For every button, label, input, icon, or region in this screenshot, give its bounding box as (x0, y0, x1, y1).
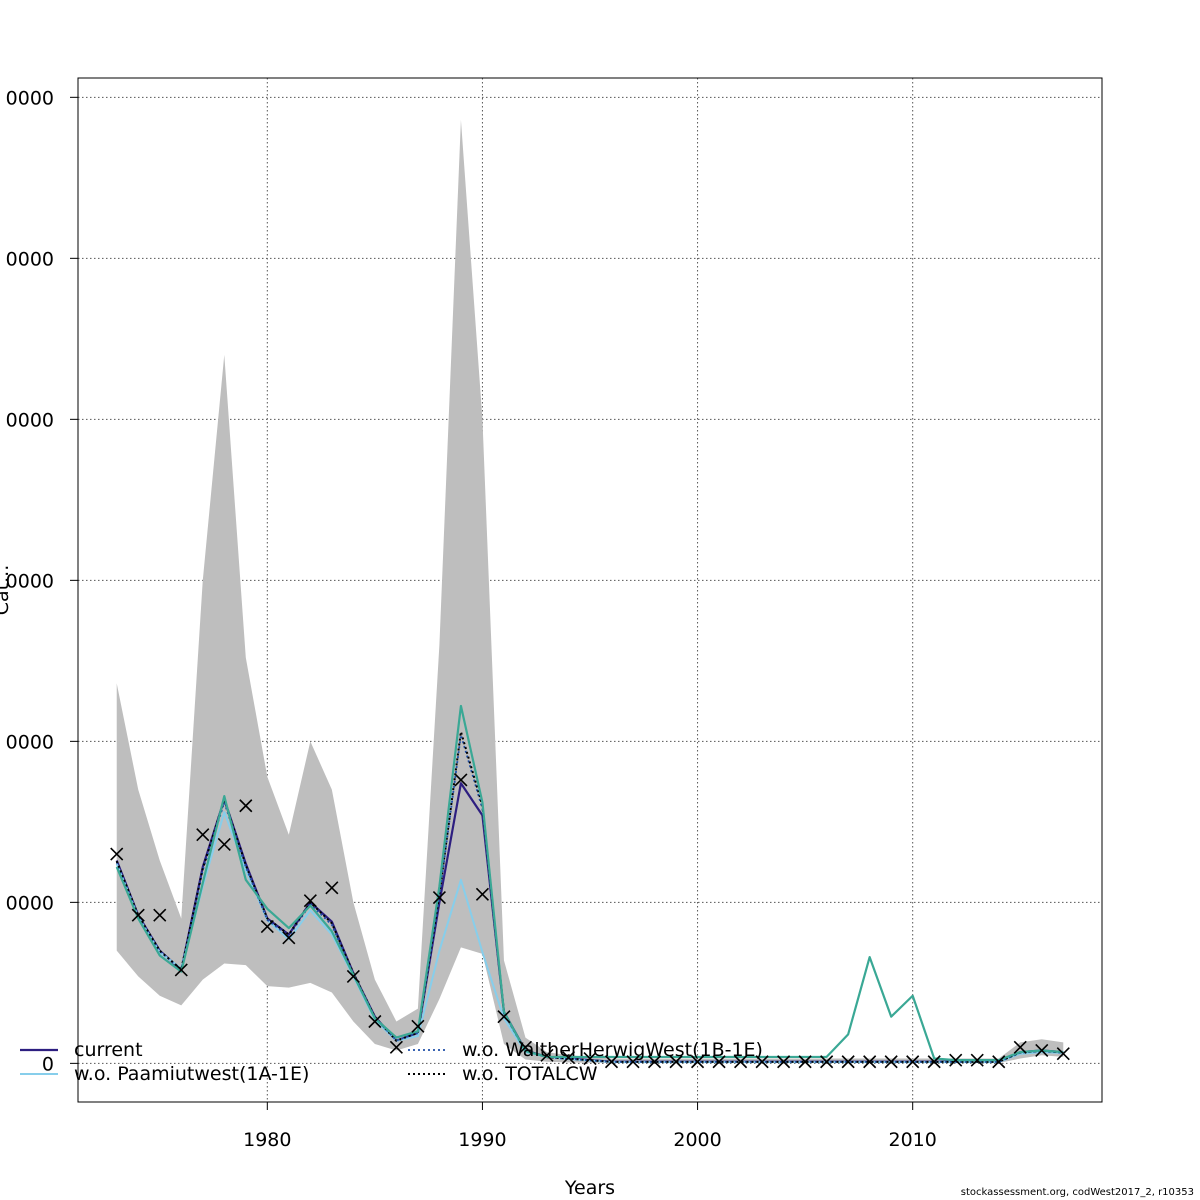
y-tick-label: 0000 (6, 731, 54, 753)
observed-point (196, 828, 210, 842)
observed-point (432, 890, 446, 905)
observed-point (949, 1053, 963, 1067)
x-axis-label: Years (564, 1177, 615, 1199)
observed-point (970, 1053, 984, 1067)
observed-point (282, 931, 296, 945)
observed-point (669, 1055, 683, 1069)
legend-label-current: current (74, 1039, 143, 1061)
observed-point (454, 773, 468, 787)
observed-point (604, 1055, 619, 1069)
observed-point (239, 799, 253, 813)
observed-point (518, 1040, 533, 1054)
confidence-band (116, 119, 1064, 1064)
axes: 1980 1990 2000 2010000000000000000000000000… (6, 77, 1103, 1151)
observed-point (174, 963, 188, 977)
observed-point (325, 881, 339, 895)
observed-point (863, 1055, 877, 1069)
observed-point (712, 1055, 726, 1069)
x-tick-label: 2010 (889, 1129, 937, 1151)
series-line-walther (115, 734, 1064, 1063)
y-tick-label: 0 (42, 1053, 54, 1075)
observed-point (884, 1055, 898, 1069)
observed-point (647, 1055, 662, 1069)
series-line-retro (115, 704, 1064, 1062)
y-axis-label: Cat... (0, 565, 13, 615)
y-tick-label: 0000 (6, 892, 54, 914)
credit-text: stockassessment.org, codWest2017_2, r103… (960, 1187, 1194, 1198)
observed-point (303, 894, 317, 908)
y-tick-label: 0000 (6, 409, 54, 431)
observed-point (777, 1055, 791, 1069)
observed-point (1013, 1040, 1027, 1054)
observed-point (540, 1048, 554, 1062)
observed-point (1035, 1043, 1049, 1058)
observed-point (110, 847, 124, 861)
observed-point (798, 1055, 812, 1069)
observed-point (626, 1055, 640, 1069)
observed-point (561, 1050, 576, 1065)
observed-point (497, 1010, 511, 1024)
observed-point (131, 908, 145, 922)
x-tick-label: 1990 (458, 1129, 506, 1151)
observed-point (217, 837, 231, 851)
observed-point (1056, 1047, 1070, 1061)
observed-point (734, 1055, 748, 1069)
y-tick-label: 0000 (6, 87, 54, 109)
observed-point (389, 1040, 403, 1054)
observed-point (820, 1055, 834, 1069)
observed-point (475, 887, 490, 901)
observed-point (906, 1055, 920, 1069)
observed-point (927, 1055, 941, 1069)
observed-points (110, 773, 1070, 1069)
legend: current w.o. WaltherHerwigWest(1B-1E)w.o.… (20, 1039, 763, 1085)
observed-point (346, 969, 360, 983)
observed-point (690, 1055, 705, 1069)
observed-point (755, 1055, 769, 1069)
observed-point (992, 1055, 1006, 1069)
series-lines (115, 704, 1064, 1064)
observed-point (583, 1051, 597, 1066)
y-tick-label: 0000 (6, 248, 54, 270)
confidence-band-area (116, 119, 1064, 1064)
plot-frame (77, 77, 1103, 1103)
observed-point (841, 1055, 855, 1069)
y-tick-label: 0000 (6, 570, 54, 592)
observed-point (260, 919, 274, 934)
legend-label-paamiut: w.o. Paamiutwest(1A-1E) (74, 1063, 309, 1085)
observed-point (411, 1019, 425, 1033)
x-tick-label: 1980 (243, 1129, 291, 1151)
legend-label-totalcw: w.o. TOTALCW (462, 1063, 598, 1085)
observed-point (368, 1014, 382, 1029)
observed-point (153, 908, 167, 922)
x-tick-label: 2000 (673, 1129, 721, 1151)
legend-label-walther: w.o. WaltherHerwigWest(1B-1E) (462, 1039, 763, 1061)
